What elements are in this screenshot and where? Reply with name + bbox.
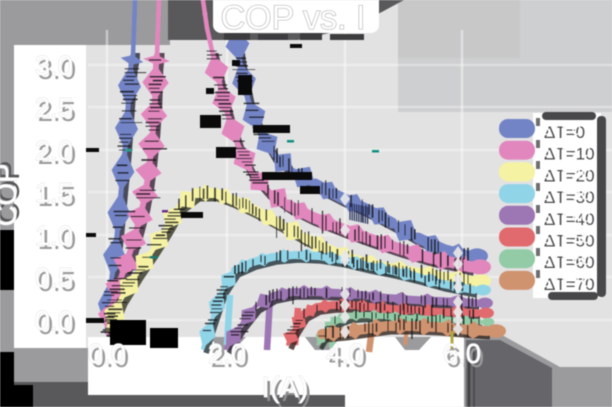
svg-text:ΔT=30: ΔT=30 — [540, 185, 591, 204]
svg-text:0.0: 0.0 — [38, 309, 76, 340]
svg-text:COP: COP — [0, 161, 26, 224]
svg-text:ΔT=70: ΔT=70 — [540, 272, 591, 291]
svg-text:3.0: 3.0 — [35, 50, 73, 81]
svg-text:ΔT=20: ΔT=20 — [540, 163, 591, 182]
svg-text:ΔT=60: ΔT=60 — [540, 250, 591, 269]
svg-text:ΔT=40: ΔT=40 — [540, 207, 591, 226]
svg-text:2.0: 2.0 — [211, 342, 249, 373]
svg-text:2.5: 2.5 — [35, 92, 73, 123]
svg-text:ΔT=10: ΔT=10 — [544, 145, 595, 164]
svg-text:0.5: 0.5 — [38, 266, 76, 297]
svg-text:ΔT=70: ΔT=70 — [544, 275, 595, 294]
svg-text:1.5: 1.5 — [38, 181, 76, 212]
svg-text:COP vs. I: COP vs. I — [221, 0, 366, 37]
svg-text:2.5: 2.5 — [38, 96, 76, 127]
svg-text:1.5: 1.5 — [35, 177, 73, 208]
svg-text:ΔT=0: ΔT=0 — [544, 123, 585, 142]
svg-text:6.0: 6.0 — [446, 342, 484, 373]
svg-text:ΔT=60: ΔT=60 — [544, 253, 595, 272]
svg-text:ΔT=30: ΔT=30 — [544, 188, 595, 207]
svg-text:0.5: 0.5 — [35, 262, 73, 293]
svg-text:ΔT=20: ΔT=20 — [544, 166, 595, 185]
svg-text:4.0: 4.0 — [329, 342, 367, 373]
svg-text:0.0: 0.0 — [91, 342, 129, 373]
svg-text:1.0: 1.0 — [35, 220, 73, 251]
svg-text:ΔT=40: ΔT=40 — [544, 210, 595, 229]
svg-text:4.0: 4.0 — [326, 338, 364, 369]
svg-text:2.0: 2.0 — [35, 135, 73, 166]
svg-text:ΔT=10: ΔT=10 — [540, 142, 591, 161]
svg-text:1.0: 1.0 — [38, 224, 76, 255]
svg-text:ΔT=50: ΔT=50 — [540, 229, 591, 248]
svg-text:2.0: 2.0 — [208, 338, 246, 369]
svg-text:2.0: 2.0 — [38, 139, 76, 170]
svg-text:0.0: 0.0 — [35, 305, 73, 336]
svg-text:ΔT=50: ΔT=50 — [544, 232, 595, 251]
svg-text:3.0: 3.0 — [38, 54, 76, 85]
svg-text:I(A): I(A) — [262, 372, 309, 404]
svg-text:COP: COP — [0, 164, 23, 227]
svg-text:6.0: 6.0 — [443, 338, 481, 369]
svg-text:I(A): I(A) — [265, 376, 312, 407]
svg-text:ΔT=0: ΔT=0 — [540, 120, 581, 139]
svg-text:0.0: 0.0 — [88, 338, 126, 369]
